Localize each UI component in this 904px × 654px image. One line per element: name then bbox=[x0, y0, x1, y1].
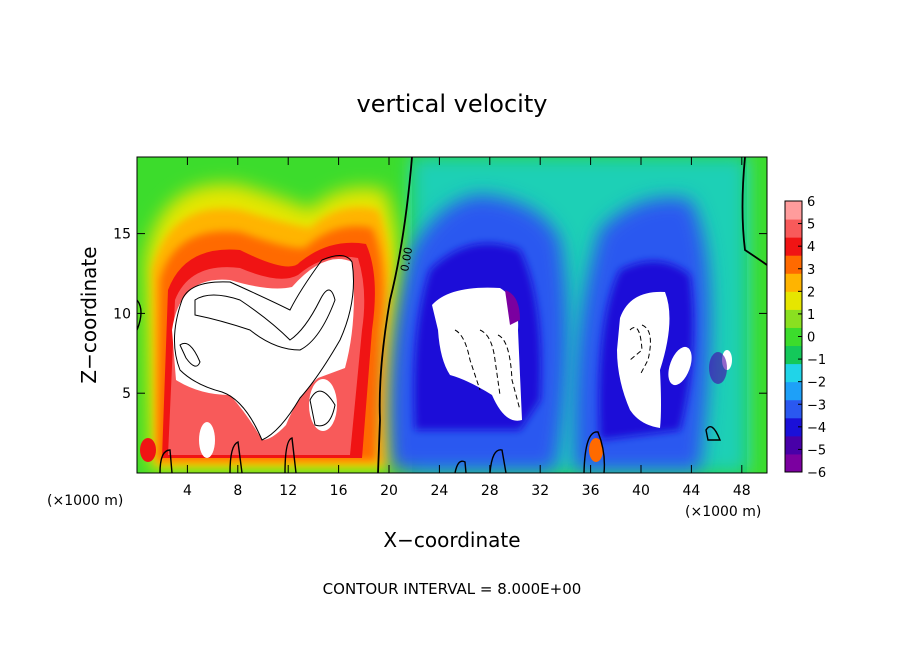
colorbar-swatch bbox=[785, 237, 802, 256]
y-tick-label: 5 bbox=[122, 386, 131, 402]
colorbar-tick-label: 1 bbox=[807, 308, 815, 323]
colorbar-tick-label: 0 bbox=[807, 331, 815, 346]
colorbar-tick-label: 5 bbox=[807, 218, 815, 233]
chart-title: vertical velocity bbox=[357, 90, 548, 118]
colorbar-swatch bbox=[785, 435, 802, 455]
updraft-west bbox=[140, 183, 400, 470]
contour-lines bbox=[137, 157, 767, 473]
colorbar-tick-label: −1 bbox=[807, 353, 826, 368]
x-tick-label: 12 bbox=[279, 483, 297, 499]
x-tick-label: 48 bbox=[733, 483, 751, 499]
heatmap-field bbox=[137, 157, 767, 473]
colorbar-swatch bbox=[785, 255, 802, 274]
x-tick-label: 4 bbox=[183, 483, 192, 499]
colorbar-swatch bbox=[785, 345, 802, 365]
x-axis: 4 8 12 16 20 24 28 32 36 40 44 48 bbox=[183, 157, 751, 499]
colorbar-swatch bbox=[785, 219, 802, 238]
colorbar-tick-label: 6 bbox=[807, 195, 815, 210]
colorbar-swatch bbox=[785, 363, 802, 383]
colorbar-tick-label: −6 bbox=[807, 466, 826, 481]
x-tick-label: 44 bbox=[682, 483, 700, 499]
colorbar-swatch bbox=[785, 291, 802, 310]
colorbar-swatch bbox=[785, 417, 802, 437]
colorbar-swatch bbox=[785, 381, 802, 401]
y-axis-label: Z−coordinate bbox=[77, 246, 101, 383]
colorbar-tick-label: 2 bbox=[807, 285, 815, 300]
colorbar-swatch bbox=[785, 201, 802, 220]
x-tick-label: 32 bbox=[531, 483, 549, 499]
x-tick-label: 16 bbox=[330, 483, 348, 499]
contour-interval-note: CONTOUR INTERVAL = 8.000E+00 bbox=[323, 580, 582, 598]
colorbar-tick-label: −2 bbox=[807, 376, 826, 391]
y-tick-label: 10 bbox=[113, 306, 131, 322]
downdraft-east bbox=[574, 198, 732, 470]
x-unit-right: (×1000 m) bbox=[685, 504, 761, 520]
y-axis: 5 10 15 bbox=[113, 227, 767, 402]
colorbar-tick-label: 3 bbox=[807, 263, 815, 278]
plot-frame bbox=[136, 156, 768, 474]
downdraft-west bbox=[388, 195, 568, 470]
colorbar: 6 5 4 3 2 1 0 −1 −2 −3 −4 −5 −6 bbox=[784, 195, 826, 481]
x-unit-left: (×1000 m) bbox=[47, 493, 123, 509]
y-tick-label: 15 bbox=[113, 227, 131, 243]
x-tick-label: 28 bbox=[481, 483, 499, 499]
x-tick-label: 40 bbox=[632, 483, 650, 499]
contour-zero-label: 0.00 bbox=[398, 246, 415, 272]
colorbar-tick-label: −3 bbox=[807, 398, 826, 413]
colorbar-tick-label: 4 bbox=[807, 240, 815, 255]
colorbar-tick-label: −4 bbox=[807, 421, 826, 436]
x-axis-label: X−coordinate bbox=[383, 528, 520, 552]
colorbar-tick-label: −5 bbox=[807, 443, 826, 458]
x-tick-label: 36 bbox=[582, 483, 600, 499]
colorbar-swatch bbox=[785, 309, 802, 328]
x-tick-label: 20 bbox=[380, 483, 398, 499]
colorbar-swatch bbox=[785, 273, 802, 292]
x-tick-label: 8 bbox=[233, 483, 242, 499]
colorbar-swatch bbox=[785, 327, 802, 347]
x-tick-label: 24 bbox=[430, 483, 448, 499]
colorbar-swatch bbox=[785, 453, 802, 473]
colorbar-swatch bbox=[785, 399, 802, 419]
